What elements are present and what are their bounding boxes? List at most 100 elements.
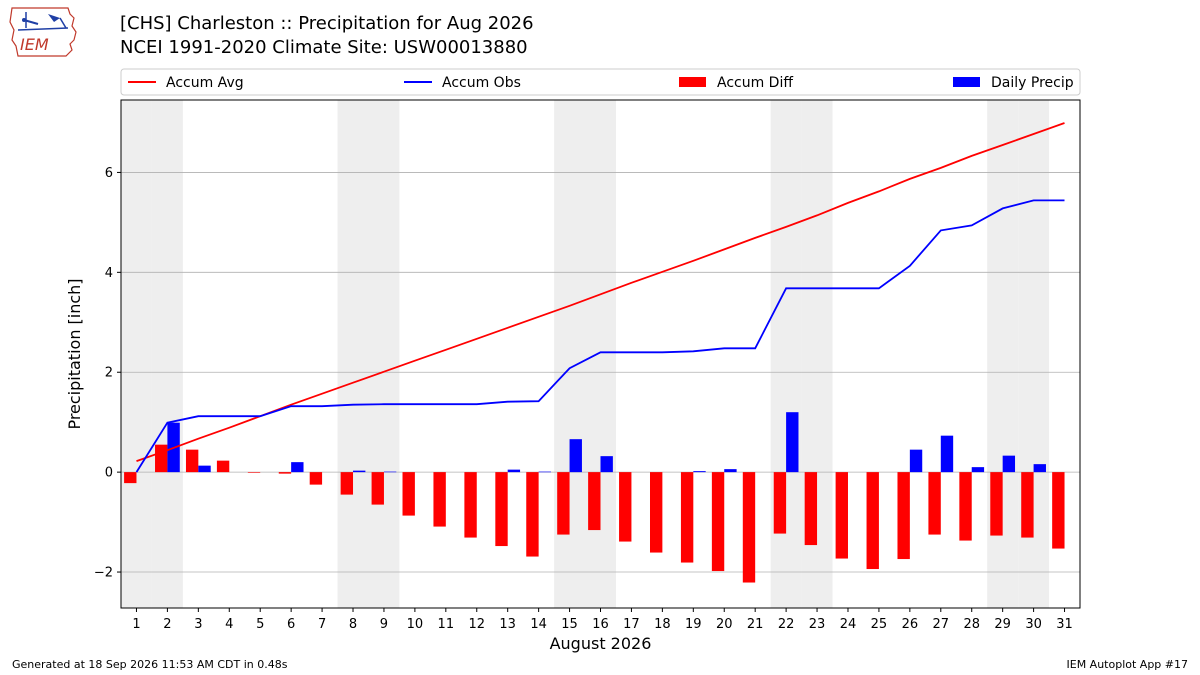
accum-diff-bar [711,472,725,572]
legend-label-accum-obs: Accum Obs [442,75,521,91]
legend-label-daily-precip: Daily Precip [991,75,1074,91]
x-tick-label: 8 [349,617,357,632]
accum-diff-bar [371,472,384,505]
x-tick-label: 2 [163,617,171,632]
x-tick-label: 27 [933,617,950,632]
daily-precip-bar [1033,464,1046,473]
x-tick-label: 10 [407,617,424,632]
accum-diff-bar [990,472,1003,536]
weekend-shade-day-1 [121,100,152,608]
weekend-shade-day-9 [368,100,400,608]
accum-diff-bar [309,472,323,485]
lines [135,122,1065,473]
x-tick-label: 29 [994,617,1011,632]
accum-diff-bar [804,472,818,546]
daily-precip-bar [353,470,366,473]
daily-precip-bar [291,462,304,473]
accum-diff-bar [619,472,632,542]
daily-precip-bar [600,456,613,473]
x-tick-label: 19 [685,617,702,632]
accum-diff-bar [866,472,879,570]
y-tick-label: 4 [105,266,113,281]
chart-subtitle: NCEI 1991-2020 Climate Site: USW00013880 [120,37,528,58]
legend-swatch-accum-diff [679,77,706,87]
x-tick-label: 13 [499,617,516,632]
weekend-shading [121,100,1050,608]
legend-swatch-daily-precip [953,77,980,87]
x-tick-label: 28 [963,617,980,632]
daily-precip-bar [569,439,582,473]
legend: Accum Avg Accum Obs Accum Diff Daily Precip [120,68,1081,96]
accum-diff-bar [897,472,910,560]
x-tick-label: 24 [840,617,857,632]
accum-diff-bar [340,472,354,495]
accum-diff-bar [680,472,694,563]
accum-diff-bar [526,472,539,557]
x-tick-label: 22 [778,617,795,632]
x-tick-label: 5 [256,617,264,632]
y-tick-label: 0 [105,466,113,481]
daily-precip-bar [538,471,552,473]
daily-precip-bar [909,449,923,473]
app-note: IEM Autoplot App #17 [1066,658,1189,671]
accum-diff-bar [959,472,972,541]
accum-diff-bar [433,472,446,527]
accum-diff-bar [464,472,477,538]
x-axis-label: August 2026 [550,634,652,653]
y-axis-label: Precipitation [inch] [65,278,84,429]
y-tick-label: −2 [94,566,113,581]
weekend-shade-day-2 [151,100,183,608]
x-tick-label: 23 [809,617,826,632]
daily-precip-bar [1002,455,1016,473]
x-tick-label: 21 [747,617,764,632]
accum-diff-bar [155,444,168,473]
accum-diff-bar [1052,472,1065,549]
x-tick-label: 15 [561,617,578,632]
x-tick-label: 12 [468,617,485,632]
accum-diff-bar [124,472,137,484]
x-tick-label: 6 [287,617,295,632]
daily-precip-bar [724,469,737,473]
accum-diff-bar [649,472,663,553]
x-tick-label: 3 [194,617,202,632]
generated-note: Generated at 18 Sep 2026 11:53 AM CDT in… [12,658,288,671]
accum-obs-line [135,199,1065,473]
y-tick-label: 6 [105,166,113,181]
accum-diff-bar [495,472,508,547]
daily-precip-bar [971,467,985,473]
accum-diff-bar [588,472,601,531]
daily-precip-bar [940,435,954,473]
accum-diff-bar [742,472,756,583]
x-tick-label: 26 [902,617,919,632]
accum-diff-bar [278,472,292,474]
x-tick-label: 16 [592,617,609,632]
x-tick-label: 14 [530,617,547,632]
accum-diff-bar [928,472,941,535]
daily-precip-bar [693,471,706,473]
daily-precip-bar [383,471,397,473]
daily-precip-bar [198,465,211,473]
accum-diff-bar [247,472,261,473]
iem-logo: IEM [9,7,77,57]
legend-label-accum-diff: Accum Diff [717,75,793,91]
accum-diff-bar [835,472,848,559]
chart-title: [CHS] Charleston :: Precipitation for Au… [120,13,534,34]
y-tick-label: 2 [105,366,113,381]
x-tick-label: 17 [623,617,640,632]
daily-precip-bar [507,469,521,473]
accum-diff-bar [1021,472,1034,538]
x-tick-label: 30 [1025,617,1042,632]
weekend-shade-day-8 [337,100,369,608]
logo-text: IEM [20,35,49,54]
x-tick-label: 11 [438,617,455,632]
legend-box [120,68,1081,96]
x-tick-label: 20 [716,617,733,632]
accum-diff-bar [185,449,199,473]
x-tick-label: 9 [380,617,388,632]
x-tick-label: 1 [132,617,140,632]
legend-label-accum-avg: Accum Avg [166,75,244,91]
x-tick-label: 18 [654,617,671,632]
x-tick-label: 4 [225,617,233,632]
